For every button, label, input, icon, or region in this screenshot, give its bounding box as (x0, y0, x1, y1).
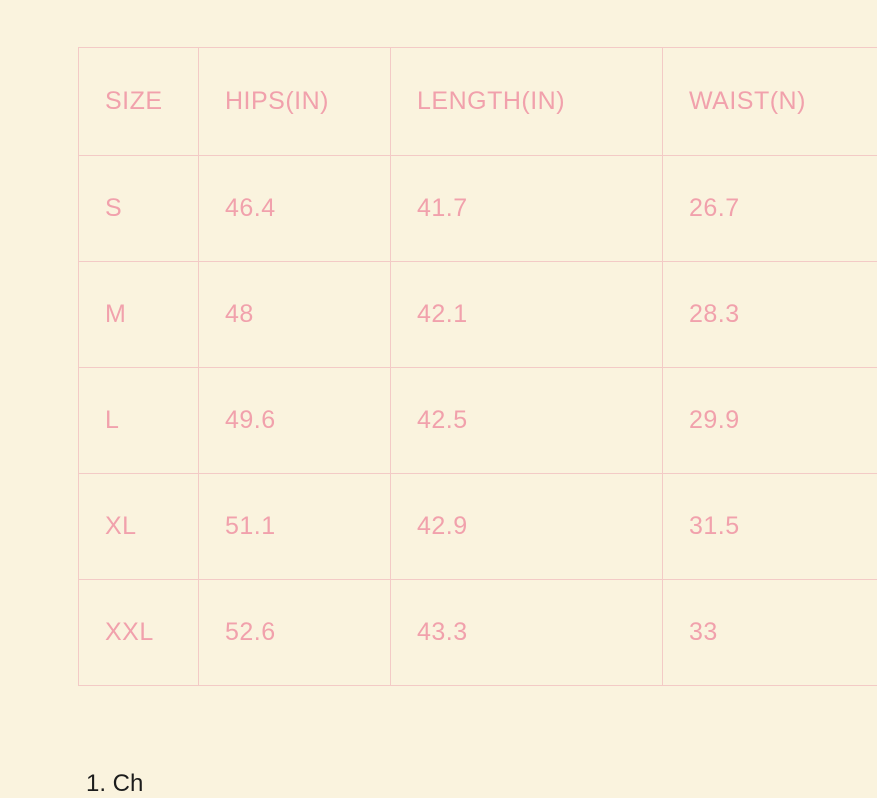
cell-hips: 49.6 (199, 368, 391, 474)
header-cell-hips: HIPS(IN) (199, 48, 391, 156)
cell-length: 42.9 (391, 474, 663, 580)
cell-waist: 28.3 (663, 262, 877, 368)
table-header-row: SIZE HIPS(IN) LENGTH(IN) WAIST(N) (79, 48, 877, 156)
table-row-xl: XL 51.1 42.9 31.5 (79, 474, 877, 580)
cell-length: 42.1 (391, 262, 663, 368)
table-row-l: L 49.6 42.5 29.9 (79, 368, 877, 474)
cell-size: XXL (79, 580, 199, 686)
cell-size: S (79, 156, 199, 262)
header-cell-size: SIZE (79, 48, 199, 156)
cell-length: 42.5 (391, 368, 663, 474)
cell-hips: 52.6 (199, 580, 391, 686)
header-cell-waist: WAIST(N) (663, 48, 877, 156)
cell-length: 41.7 (391, 156, 663, 262)
cell-waist: 29.9 (663, 368, 877, 474)
cell-waist: 26.7 (663, 156, 877, 262)
cell-size: XL (79, 474, 199, 580)
size-chart-table: SIZE HIPS(IN) LENGTH(IN) WAIST(N) S 46.4… (78, 47, 877, 686)
header-cell-length: LENGTH(IN) (391, 48, 663, 156)
cell-waist: 31.5 (663, 474, 877, 580)
table-row-s: S 46.4 41.7 26.7 (79, 156, 877, 262)
clipped-caption-text: 1. Ch (86, 770, 143, 798)
cell-hips: 46.4 (199, 156, 391, 262)
table-row-xxl: XXL 52.6 43.3 33 (79, 580, 877, 686)
cell-waist: 33 (663, 580, 877, 686)
cell-hips: 51.1 (199, 474, 391, 580)
cell-size: M (79, 262, 199, 368)
table-row-m: M 48 42.1 28.3 (79, 262, 877, 368)
cell-size: L (79, 368, 199, 474)
cell-hips: 48 (199, 262, 391, 368)
cell-length: 43.3 (391, 580, 663, 686)
